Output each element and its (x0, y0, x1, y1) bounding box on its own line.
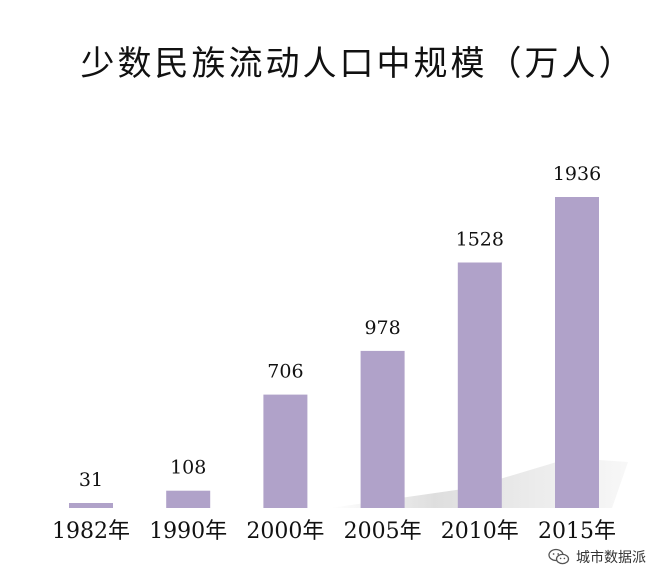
value-label-0: 31 (79, 469, 103, 491)
value-label-1: 108 (170, 457, 206, 479)
value-label-2: 706 (267, 361, 303, 383)
bar-3 (360, 350, 405, 508)
bar-0 (69, 503, 113, 508)
floor-shadow (330, 458, 628, 508)
chart-title: 少数民族流动人口中规模（万人） (80, 44, 636, 84)
value-label-5: 1936 (553, 163, 601, 185)
value-label-3: 978 (364, 317, 400, 339)
bar-5 (555, 197, 599, 508)
wechat-icon (548, 548, 570, 565)
bar-4 (457, 262, 502, 508)
category-label-1: 1990年 (149, 519, 227, 544)
bar-1 (166, 490, 211, 508)
watermark: 城市数据派 (548, 547, 646, 567)
watermark-text: 城市数据派 (576, 550, 646, 566)
category-label-0: 1982年 (52, 519, 130, 544)
category-label-5: 2015年 (538, 519, 616, 544)
bar-2 (263, 394, 308, 508)
category-label-3: 2005年 (344, 519, 422, 544)
value-label-4: 1528 (456, 229, 504, 251)
category-label-4: 2010年 (441, 519, 519, 544)
category-label-2: 2000年 (246, 519, 324, 544)
